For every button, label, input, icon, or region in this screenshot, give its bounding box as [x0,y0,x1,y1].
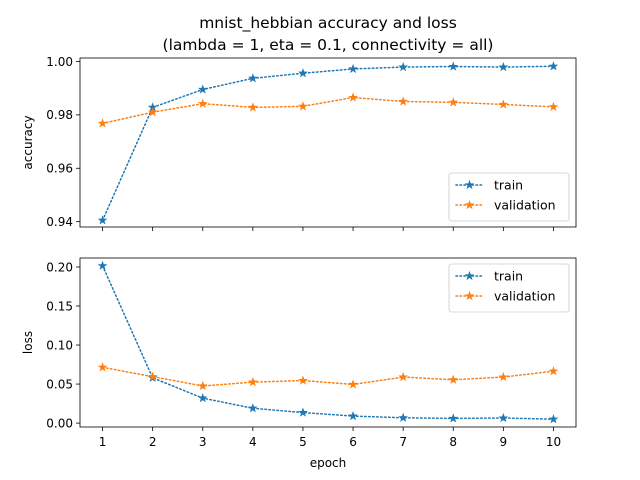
legend: train validation [448,263,570,313]
data-point-validation [548,366,559,376]
data-point-train [398,61,409,72]
series-line-train [101,65,555,222]
x-tick-label: 9 [500,435,508,449]
data-point-validation [197,380,208,391]
data-point-validation [448,97,459,107]
x-tick-label: 10 [546,435,561,449]
y-tick-label: 0.96 [46,162,73,176]
data-point-validation [348,92,358,102]
data-point-train [548,61,559,71]
data-point-train [448,413,459,423]
legend-label-train: train [494,178,523,193]
legend-marker-validation [464,199,475,210]
x-tick-label: 4 [249,435,257,449]
legend-marker-train [464,270,475,281]
data-point-validation [548,101,559,112]
series-line-train [101,265,555,420]
x-tick-label: 3 [199,435,207,449]
data-point-validation [97,362,108,372]
y-tick-label: 0.98 [46,108,73,122]
x-axis-label: epoch [310,456,347,470]
data-point-validation [197,98,208,108]
data-point-validation [298,375,308,385]
data-point-validation [398,96,409,106]
legend-marker-validation [464,290,475,301]
x-tick-label: 7 [399,435,407,449]
data-point-train [498,412,509,423]
legend: train validation [448,172,570,222]
data-point-train [448,61,459,71]
data-point-validation [348,379,358,389]
series-line-validation [101,96,555,125]
legend-label-validation: validation [494,198,556,213]
legend-label-train: train [494,269,523,284]
data-point-train [197,393,208,403]
data-point-train [498,61,509,72]
data-point-train [97,215,108,225]
data-point-train [247,73,258,83]
y-axis-label: loss [21,331,35,354]
data-point-validation [97,118,108,128]
data-point-train [247,403,258,413]
legend-marker-train [464,179,475,190]
data-point-train [197,84,208,94]
y-axis-label: accuracy [21,115,35,169]
data-point-train [548,414,559,424]
data-point-validation [498,99,509,109]
legend-label-validation: validation [494,289,556,304]
data-point-validation [147,371,158,381]
chart-subtitle: (lambda = 1, eta = 0.1, connectivity = a… [163,36,494,54]
x-tick-label: 5 [299,435,307,449]
data-point-validation [448,374,459,384]
axes-frame [79,257,577,428]
x-tick-label: 8 [449,435,457,449]
data-point-validation [247,102,258,112]
data-point-train [298,407,308,417]
series-line-validation [101,366,555,387]
y-tick-label: 0.05 [46,377,73,391]
y-tick-label: 1.00 [46,55,73,69]
accuracy-panel: 0.94 0.96 0.98 1.00 accuracy train validation [21,55,577,231]
data-point-validation [498,371,509,382]
chart-title: mnist_hebbian accuracy and loss [199,14,457,33]
data-point-validation [247,377,258,387]
loss-panel: 1 2 3 4 5 6 7 8 9 10 0.00 0.05 0.10 0.15 0.20 loss train… [21,257,577,449]
y-tick-label: 0.10 [46,338,73,352]
data-point-train [97,260,108,270]
data-point-validation [298,101,308,111]
legend-box [448,263,570,313]
y-tick-label: 0.15 [46,299,73,313]
x-tick-label: 2 [149,435,157,449]
x-tick-label: 6 [349,435,357,449]
data-point-train [348,63,358,74]
legend-box [448,172,570,222]
data-point-train [298,68,308,78]
data-point-validation [398,371,409,382]
x-tick-label: 1 [99,435,107,449]
data-point-validation [147,107,158,117]
y-tick-label: 0.00 [46,416,73,430]
data-point-train [398,412,409,422]
data-point-train [348,410,358,421]
y-tick-label: 0.94 [46,215,73,229]
axes-frame [79,57,577,228]
y-tick-label: 0.20 [46,260,73,274]
